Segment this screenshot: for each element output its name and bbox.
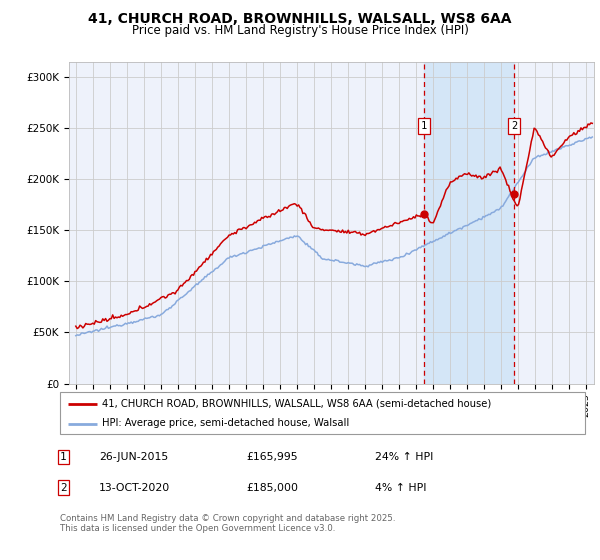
Text: 1: 1	[421, 121, 427, 131]
Text: 1: 1	[60, 452, 67, 462]
Text: Contains HM Land Registry data © Crown copyright and database right 2025.
This d: Contains HM Land Registry data © Crown c…	[60, 514, 395, 534]
Text: HPI: Average price, semi-detached house, Walsall: HPI: Average price, semi-detached house,…	[102, 418, 349, 428]
Text: 26-JUN-2015: 26-JUN-2015	[99, 452, 168, 462]
Text: £165,995: £165,995	[246, 452, 298, 462]
Text: 2: 2	[511, 121, 517, 131]
Text: 24% ↑ HPI: 24% ↑ HPI	[375, 452, 433, 462]
Text: 2: 2	[60, 483, 67, 493]
Text: 41, CHURCH ROAD, BROWNHILLS, WALSALL, WS8 6AA: 41, CHURCH ROAD, BROWNHILLS, WALSALL, WS…	[88, 12, 512, 26]
Text: 41, CHURCH ROAD, BROWNHILLS, WALSALL, WS8 6AA (semi-detached house): 41, CHURCH ROAD, BROWNHILLS, WALSALL, WS…	[102, 399, 491, 409]
Text: 4% ↑ HPI: 4% ↑ HPI	[375, 483, 427, 493]
Bar	[424, 62, 514, 384]
Text: £185,000: £185,000	[246, 483, 298, 493]
Text: Price paid vs. HM Land Registry's House Price Index (HPI): Price paid vs. HM Land Registry's House …	[131, 24, 469, 37]
Text: 13-OCT-2020: 13-OCT-2020	[99, 483, 170, 493]
